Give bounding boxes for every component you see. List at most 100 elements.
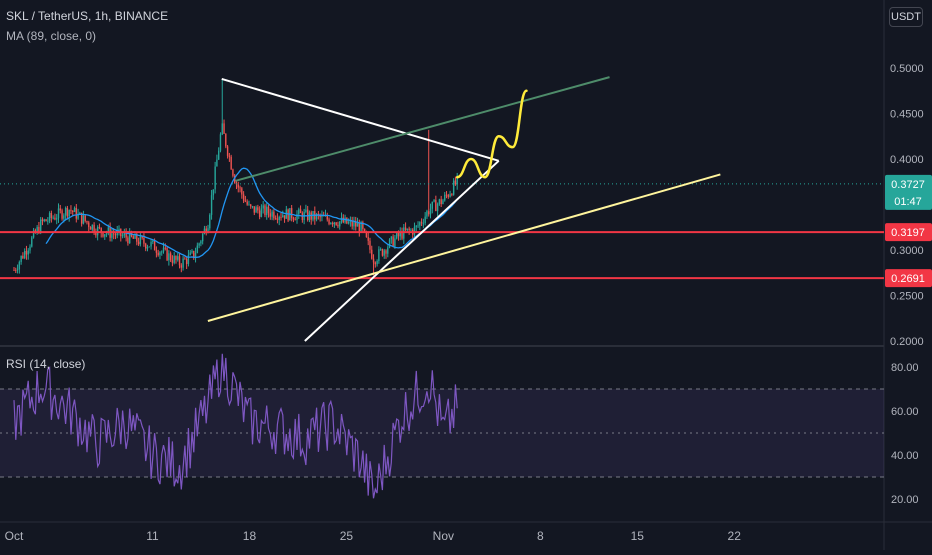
candle-body	[22, 255, 24, 259]
candle-body	[43, 219, 45, 222]
candle-body	[187, 255, 190, 264]
candle-body	[216, 159, 218, 167]
trendline-yellow	[207, 173, 721, 322]
candle-body	[273, 211, 275, 219]
candle-body	[153, 240, 156, 251]
candle-body	[260, 208, 263, 217]
candle-body	[239, 187, 241, 189]
last-price-label: 0.3727	[891, 179, 925, 191]
candle-body	[132, 236, 134, 239]
candle-body	[262, 205, 264, 209]
candle-body	[48, 213, 51, 221]
rsi-line	[13, 353, 458, 499]
candle-body	[205, 228, 207, 233]
candle-body	[210, 195, 213, 215]
candle-body	[244, 200, 247, 202]
candle-body	[445, 194, 448, 196]
candle-body	[429, 208, 432, 215]
candle-body	[182, 258, 184, 268]
candle-body	[93, 224, 95, 233]
trendline-white	[221, 77, 500, 162]
candle-body	[278, 216, 280, 220]
candle-body	[161, 251, 163, 253]
time-tick-label: 18	[243, 529, 257, 543]
candle-body	[80, 212, 83, 224]
candle-body	[390, 236, 393, 240]
candle-body	[219, 134, 222, 151]
candle-body	[184, 258, 186, 260]
candle-body	[454, 180, 457, 185]
candle-body	[251, 206, 254, 208]
candle-body	[107, 227, 110, 233]
candle-body	[134, 233, 136, 239]
candle-body	[367, 237, 369, 241]
candle-body	[15, 270, 17, 271]
candle-body	[217, 150, 220, 160]
candle-body	[385, 250, 387, 254]
candle-body	[369, 240, 371, 250]
candle-body	[102, 232, 104, 237]
candle-body	[221, 123, 223, 135]
candle-body	[79, 212, 81, 214]
candle-body	[64, 207, 67, 216]
candle-body	[337, 224, 339, 227]
candle-body	[237, 184, 239, 188]
candle-body	[98, 227, 101, 228]
candle-body	[426, 211, 428, 217]
candle-body	[372, 258, 375, 263]
candle-body	[431, 201, 433, 209]
candle-body	[88, 222, 90, 228]
candle-body	[209, 214, 211, 229]
candle-body	[128, 231, 131, 244]
time-tick-label: 11	[146, 529, 159, 543]
candle-body	[57, 208, 60, 219]
candle-body	[180, 265, 183, 268]
pane-separator	[0, 345, 884, 347]
candle-body	[321, 215, 323, 218]
price-tick-label: 0.4500	[890, 109, 924, 121]
candle-body	[394, 238, 396, 247]
candle-body	[408, 228, 410, 231]
ma-legend: MA (89, close, 0)	[6, 29, 97, 43]
candle-body	[125, 233, 127, 238]
candle-body	[36, 227, 38, 233]
candle-body	[72, 210, 74, 212]
candle-body	[440, 199, 442, 205]
candle-body	[145, 243, 147, 249]
time-tick-label: 22	[728, 529, 742, 543]
candle-body	[152, 240, 154, 242]
candle-body	[212, 189, 215, 196]
candle-body	[241, 188, 243, 195]
candle-body	[75, 207, 77, 219]
candle-body	[456, 175, 458, 185]
candle-body	[27, 250, 29, 255]
candle-body	[353, 221, 355, 227]
candle-body	[168, 253, 170, 261]
candle-body	[136, 233, 138, 242]
candle-body	[253, 206, 255, 213]
candle-body	[61, 210, 63, 219]
candle-body	[191, 250, 193, 253]
candle-body	[105, 232, 108, 235]
candle-body	[91, 224, 94, 230]
candle-body	[340, 217, 343, 222]
candle-body	[162, 247, 165, 252]
projection-path	[455, 89, 528, 179]
candle-body	[379, 249, 382, 251]
level-price-tag	[885, 269, 932, 288]
currency-button[interactable]: USDT	[889, 7, 923, 27]
candle-body	[355, 221, 357, 227]
candle-body	[157, 252, 159, 256]
candle-body	[371, 249, 373, 259]
candle-body	[171, 260, 174, 263]
candle-body	[159, 252, 161, 256]
candle-body	[118, 228, 120, 231]
candle-body	[232, 169, 234, 176]
candle-body	[86, 221, 88, 223]
candle-body	[356, 223, 359, 227]
candle-body	[296, 214, 298, 220]
candle-body	[82, 215, 85, 224]
time-tick-label: Nov	[433, 529, 454, 543]
